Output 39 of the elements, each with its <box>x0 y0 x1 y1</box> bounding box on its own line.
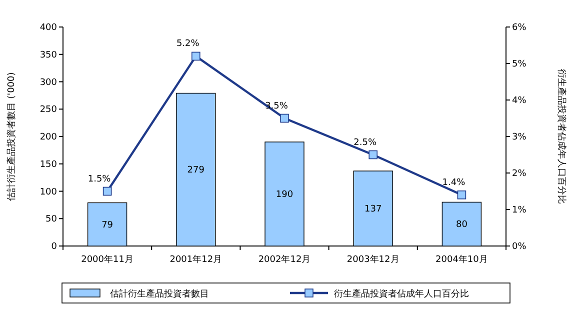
y-axis-title: 估計衍生產品投資者數目 ('000) <box>6 72 17 201</box>
data-label: 1.4% <box>442 178 466 188</box>
y2-axis-title: 衍生產品投資者佔成年人口百分比 <box>556 69 567 204</box>
point <box>368 150 378 160</box>
y2-tick-label: 4% <box>512 96 527 106</box>
legend-label: 估計衍生產品投資者數目 <box>110 288 209 300</box>
y-tick-label: 150 <box>40 160 58 170</box>
y-tick-label: 50 <box>46 214 58 225</box>
y-tick-label: 250 <box>40 105 58 116</box>
y2-tick-label: 1% <box>512 206 527 216</box>
y-tick-label: 100 <box>40 187 58 198</box>
y-tick-label: 200 <box>40 132 58 142</box>
x-tick-label: 2000年11月 <box>81 254 134 265</box>
x-tick-label: 2003年12月 <box>346 254 400 265</box>
y-tick-label: 400 <box>40 23 58 33</box>
data-label: 279 <box>187 166 205 176</box>
y-tick-label: 350 <box>40 50 58 60</box>
y-tick-label: 0 <box>51 242 58 252</box>
data-label: 190 <box>276 190 294 200</box>
data-label: 2.5% <box>354 138 377 148</box>
point <box>102 186 112 196</box>
data-label: 79 <box>102 220 114 230</box>
data-label: 137 <box>364 204 382 214</box>
y2-tick-label: 6% <box>512 23 527 33</box>
y2-tick-label: 2% <box>512 169 527 179</box>
point <box>457 190 466 200</box>
data-label: 5.2% <box>176 39 200 50</box>
x-tick-label: 2001年12月 <box>170 254 222 265</box>
x-tick-label: 2002年12月 <box>258 254 311 265</box>
y2-tick-label: 3% <box>512 132 527 142</box>
y-tick-label: 300 <box>40 78 58 88</box>
point <box>192 52 200 61</box>
legend-label: 衍生產品投資者佔成年人口百分比 <box>334 288 469 300</box>
point <box>280 114 289 123</box>
y2-tick-label: 0% <box>512 242 527 252</box>
data-label: 1.5% <box>88 174 112 184</box>
y2-tick-label: 5% <box>512 60 527 70</box>
x-tick-label: 2004年10月 <box>436 254 488 265</box>
data-label: 80 <box>456 220 468 230</box>
